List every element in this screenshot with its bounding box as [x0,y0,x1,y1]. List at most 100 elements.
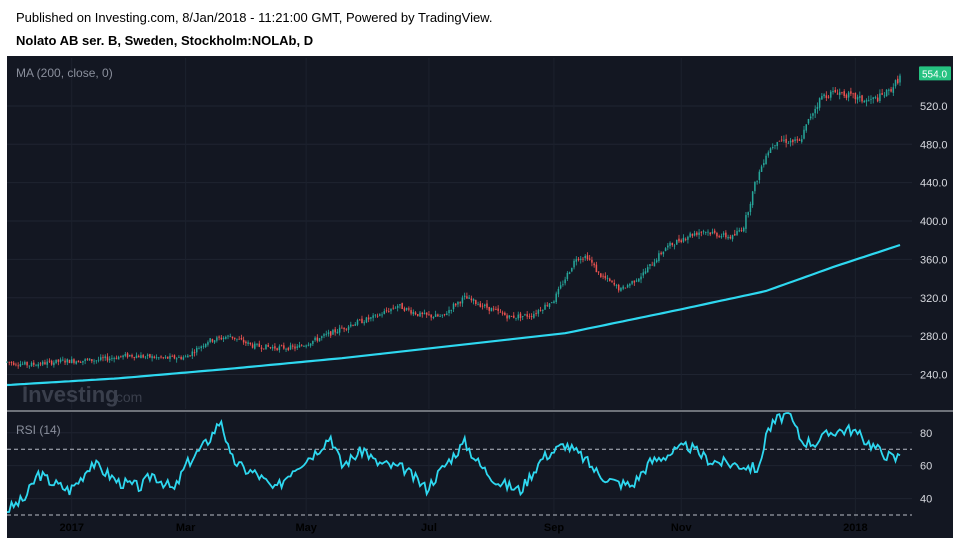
candle-body [812,113,814,116]
candle-body [399,304,401,306]
candle-body [17,365,19,367]
candle-body [77,360,80,363]
candle-body [35,365,37,367]
candle-body [669,242,671,246]
candle-body [548,303,551,308]
price-tick-label: 320.0 [920,293,948,305]
last-price-label: 554.0 [922,69,947,80]
candle-body [792,139,794,143]
candle-body [479,303,482,307]
candle-body [213,340,216,343]
candle-body [392,307,394,309]
candle-body [662,251,665,255]
candle-body [86,358,89,360]
candle-body [729,236,732,239]
candle-body [731,235,734,240]
watermark-brand: Investing [22,382,119,407]
candle-body [216,337,218,341]
candle-body [629,284,631,286]
candle-body [99,357,102,360]
candle-body [365,317,368,323]
candle-body [178,356,180,358]
candle-body [229,336,232,338]
candle-body [265,344,267,350]
candle-body [638,278,640,282]
rsi-axis-ticks: 40 60 80 [920,428,932,506]
candle-body [336,331,339,334]
candle-body [765,155,767,165]
candle-body [834,89,837,93]
candle-body [644,271,647,274]
candle-body [323,334,325,336]
candle-body [555,293,557,303]
candle-body [50,360,53,365]
candle-body [193,352,196,354]
candle-body [517,314,520,319]
candle-body [164,356,167,358]
candle-body [461,297,464,304]
candle-body [584,256,586,258]
candle-body [899,75,901,83]
candle-body [291,345,294,347]
candle-body [524,314,526,316]
candle-body [160,356,162,358]
candle-body [155,357,158,358]
candle-body [787,142,790,144]
candle-body [711,231,714,234]
candle-body [513,315,515,318]
candle-body [646,267,649,273]
candle-body [401,303,403,310]
candle-body [499,311,502,313]
candle-body [10,362,13,364]
watermark: Investing .com [22,382,142,407]
candle-body [57,359,60,362]
candle-body [707,231,709,233]
ma-line [6,243,901,387]
candle-body [602,275,604,277]
candle-body [470,298,473,301]
candle-body [70,359,73,363]
candle-body [528,316,531,318]
candle-body [343,327,345,330]
candle-body [102,357,104,359]
candle-body [693,233,696,236]
candle-body [606,277,609,279]
candle-body [593,263,595,266]
candle-body [497,308,499,311]
candle-body [620,287,622,291]
candle-body [300,345,303,347]
candle-body [749,203,752,212]
candle-body [361,318,363,324]
candle-body [530,316,533,318]
candle-body [233,337,236,339]
candle-body [169,355,171,359]
candle-body [452,303,455,310]
candle-body [171,355,173,357]
candle-body [329,331,332,336]
candle-body [615,285,618,286]
candle-body [28,365,31,367]
candle-body [863,100,866,103]
candle-body [26,361,28,366]
candle-body [15,364,17,366]
candle-body [850,91,852,94]
candle-body [379,314,381,316]
candle-body [182,357,185,360]
candle-body [865,100,868,102]
candle-body [367,317,370,320]
candle-body [691,233,694,236]
candle-body [222,337,225,340]
candle-body [146,354,149,356]
candle-body [725,232,727,238]
candle-body [117,356,120,360]
chart-background [7,56,953,538]
candle-body [166,356,169,359]
candle-body [316,337,319,341]
candle-body [396,305,399,308]
candle-body [448,310,450,314]
last-price-marker: 554.0 [919,66,951,81]
candle-body [345,328,348,330]
candle-body [153,356,156,359]
candle-body [370,317,372,319]
